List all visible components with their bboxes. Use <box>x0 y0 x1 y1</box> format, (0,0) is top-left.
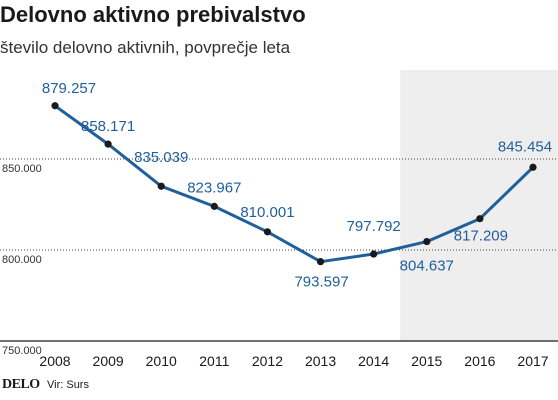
brand-logo: DELO <box>2 377 40 392</box>
data-label-2011: 823.967 <box>187 179 241 196</box>
data-label-2017: 845.454 <box>498 138 552 155</box>
series-line <box>53 104 535 264</box>
data-point-2010 <box>157 182 165 190</box>
data-point-2011 <box>210 202 218 210</box>
x-tick-label-2009: 2009 <box>93 353 124 369</box>
data-label-2015: 804.637 <box>400 258 454 275</box>
highlight-band <box>400 70 558 341</box>
x-tick-label-2011: 2011 <box>199 353 229 369</box>
chart-title: Delovno aktivno prebivalstvo <box>0 2 306 27</box>
x-tick-label-2015: 2015 <box>411 353 442 369</box>
y-tick-label: 850.000 <box>2 163 42 175</box>
data-label-2014: 797.792 <box>347 218 401 235</box>
x-tick-label-2016: 2016 <box>464 353 495 369</box>
x-tick-label-2010: 2010 <box>146 353 177 369</box>
x-tick-label-2012: 2012 <box>252 353 283 369</box>
x-tick-label-2014: 2014 <box>358 353 389 369</box>
data-point-2013 <box>316 258 325 266</box>
data-point-2008 <box>51 102 59 110</box>
y-tick-label: 750.000 <box>2 345 42 357</box>
x-tick-label-2017: 2017 <box>517 353 548 369</box>
data-point-2014 <box>370 250 378 258</box>
x-tick-label-2013: 2013 <box>305 353 336 369</box>
chart-subtitle: število delovno aktivnih, povprečje leta <box>0 38 291 57</box>
data-label-2008: 879.257 <box>42 80 96 97</box>
data-point-2015 <box>423 237 431 246</box>
data-point-2016 <box>476 215 484 223</box>
y-tick-label: 800.000 <box>2 254 42 266</box>
data-point-2009 <box>104 140 112 148</box>
source-note: Vir: Surs <box>47 379 89 391</box>
data-point-2017 <box>529 163 537 171</box>
x-tick-label-2008: 2008 <box>39 353 70 369</box>
data-point-2012 <box>263 228 272 236</box>
data-label-2012: 810.001 <box>240 204 294 221</box>
data-label-2009: 858.171 <box>81 118 135 135</box>
data-label-2016: 817.209 <box>454 228 508 245</box>
data-label-2010: 835.039 <box>134 149 188 166</box>
data-label-2013: 793.597 <box>294 274 348 291</box>
